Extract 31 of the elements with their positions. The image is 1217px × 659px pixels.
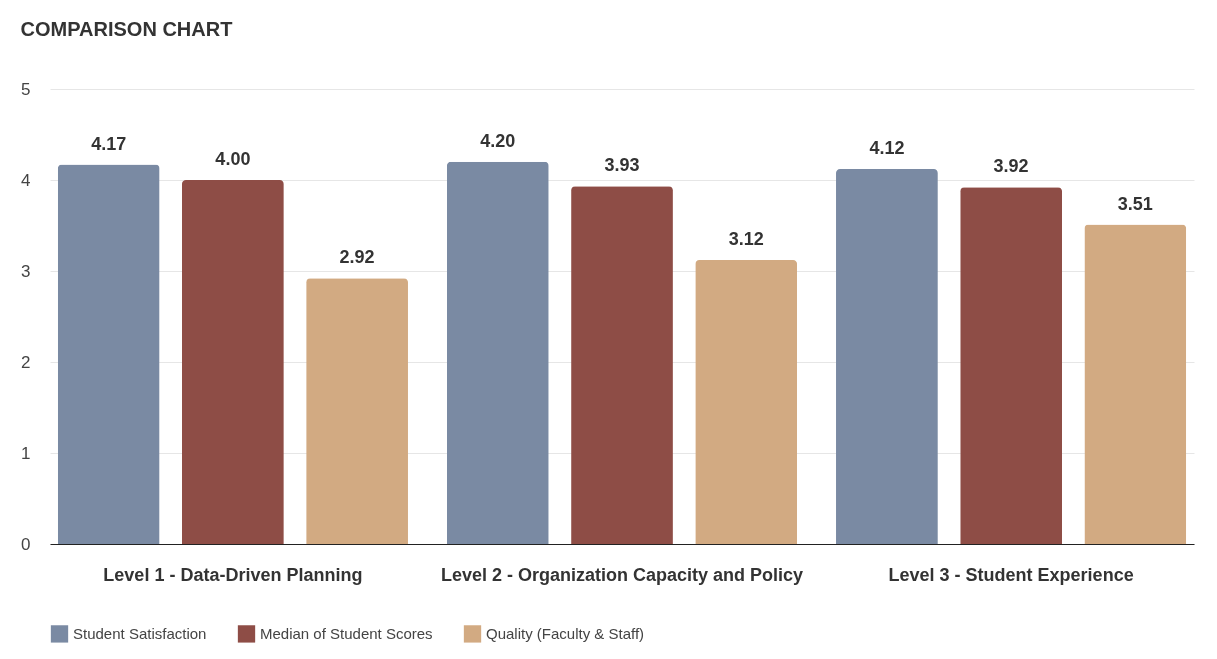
data-label: 4.00 <box>215 149 251 169</box>
bar <box>1084 224 1187 544</box>
x-tick-label: Level 3 - Student Experience <box>888 564 1134 585</box>
y-tick-label: 5 <box>21 79 31 99</box>
data-label: 4.17 <box>91 133 127 154</box>
bar <box>446 161 549 544</box>
data-label: 3.51 <box>1117 193 1153 214</box>
bar <box>181 180 284 544</box>
bar <box>836 169 938 544</box>
y-tick-label: 2 <box>21 352 31 372</box>
y-tick-label: 3 <box>21 261 31 281</box>
data-label: 2.92 <box>339 247 375 268</box>
bar <box>57 164 160 544</box>
x-tick-label: Level 2 - Organization Capacity and Policy <box>440 564 804 585</box>
bar <box>695 260 798 544</box>
data-label: 3.93 <box>604 155 640 176</box>
data-label: 3.92 <box>993 156 1029 177</box>
legend-label: Quality (Faculty & Staff) <box>486 624 645 642</box>
y-tick-label: 1 <box>21 443 31 463</box>
bar <box>306 278 408 544</box>
y-tick-label: 4 <box>21 170 31 190</box>
data-label: 4.12 <box>869 138 905 159</box>
legend-label: Median of Student Scores <box>260 624 433 642</box>
legend-label: Student Satisfaction <box>73 624 207 642</box>
data-label: 3.12 <box>728 229 764 250</box>
x-tick-label: Level 1 - Data-Driven Planning <box>103 564 363 585</box>
bar <box>960 187 1063 544</box>
data-label: 4.20 <box>480 130 516 151</box>
chart-title: COMPARISON CHART <box>20 18 233 40</box>
bar <box>571 186 673 544</box>
y-tick-label: 0 <box>21 534 31 554</box>
